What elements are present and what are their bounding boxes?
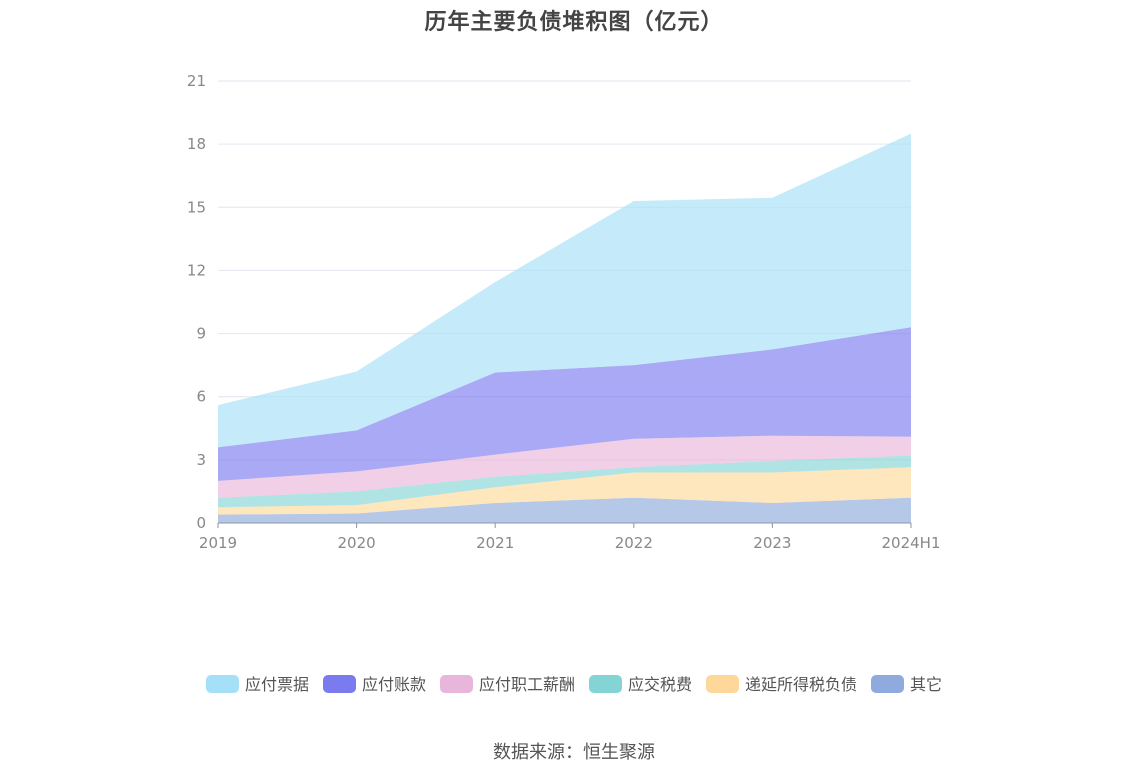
area-series-0	[218, 497, 911, 523]
area-series-2	[218, 455, 911, 508]
legend-swatch	[323, 675, 356, 693]
area-series-1	[218, 467, 911, 515]
y-tick-label: 9	[196, 325, 206, 343]
legend-item[interactable]: 递延所得税负债	[706, 675, 857, 694]
axes: 0 3 6 9 12 15 18 21 2019 2020 2021 2022 2023 2024H1	[187, 72, 941, 552]
legend-label: 其它	[910, 675, 942, 694]
y-tick-label: 12	[187, 261, 206, 279]
y-tick-label: 3	[196, 451, 206, 469]
legend-item[interactable]: 其它	[871, 675, 942, 694]
area-series-3	[218, 435, 911, 498]
y-tick-label: 6	[196, 388, 206, 406]
y-tick-label: 0	[196, 514, 206, 532]
chart-title: 历年主要负债堆积图（亿元）	[424, 10, 724, 35]
x-tick-label: 2024H1	[882, 534, 941, 552]
legend-label: 应付职工薪酬	[479, 675, 575, 694]
y-tick-label: 21	[187, 72, 206, 90]
legend-item[interactable]: 应付职工薪酬	[440, 675, 575, 694]
legend-swatch	[706, 675, 739, 693]
legend-item[interactable]: 应付账款	[323, 675, 426, 694]
legend-item[interactable]: 应交税费	[589, 675, 692, 694]
legend-swatch	[589, 675, 622, 693]
x-tick-label: 2023	[753, 534, 791, 552]
x-tick-label: 2019	[199, 534, 237, 552]
x-tick-label: 2022	[615, 534, 653, 552]
legend-swatch	[206, 675, 239, 693]
legend-label: 应交税费	[628, 675, 692, 694]
data-source-note: 数据来源：恒生聚源	[493, 742, 655, 763]
legend: 应付票据 应付账款 应付职工薪酬 应交税费 递延所得税负债 其它	[206, 675, 942, 694]
y-tick-label: 15	[187, 198, 206, 216]
x-tick-label: 2021	[476, 534, 514, 552]
legend-label: 递延所得税负债	[745, 675, 857, 694]
legend-swatch	[440, 675, 473, 693]
legend-label: 应付票据	[245, 675, 309, 694]
y-tick-label: 18	[187, 135, 206, 153]
legend-label: 应付账款	[362, 675, 426, 694]
legend-swatch	[871, 675, 904, 693]
area-series-4	[218, 327, 911, 481]
area-series-5	[218, 133, 911, 448]
area-series	[218, 133, 911, 523]
x-tick-label: 2020	[338, 534, 376, 552]
legend-item[interactable]: 应付票据	[206, 675, 309, 694]
